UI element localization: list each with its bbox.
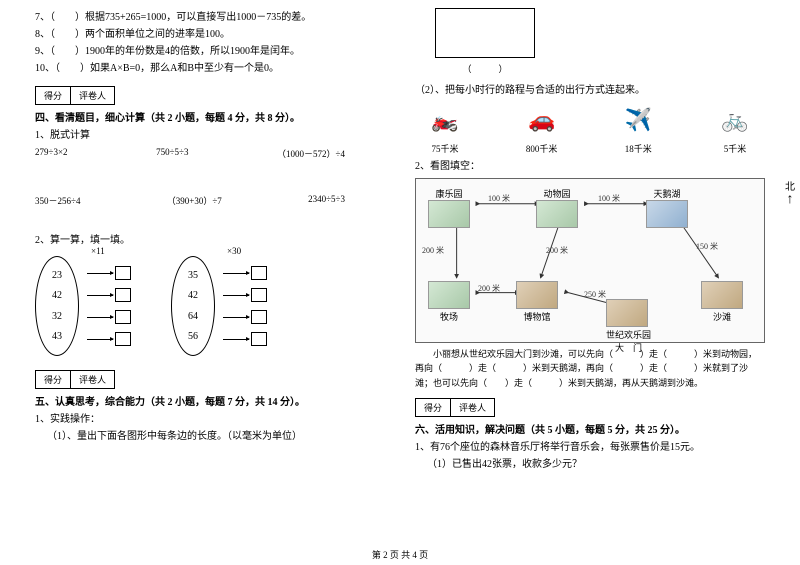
map-title: 2、看图填空： bbox=[415, 159, 765, 174]
q10: 10、（ ）如果A×B=0，那么A和B中至少有一个是0。 bbox=[35, 61, 385, 76]
map-fill-text: 小丽想从世纪欢乐园大门到沙滩，可以先向（ ）走（ ）米到动物园，再向（ ）走（ … bbox=[415, 347, 765, 390]
grader-label: 评卷人 bbox=[71, 87, 114, 104]
node-museum: 博物馆 bbox=[516, 281, 558, 323]
oval-group-1: ×11 23 42 32 43 bbox=[35, 256, 131, 356]
section-5-title: 五、认真思考，综合能力（共 2 小题，每题 7 分，共 14 分）。 bbox=[35, 397, 305, 408]
q9: 9、（ ）1900年的年份数是4的倍数，所以1900年是闰年。 bbox=[35, 44, 385, 59]
section-4-title: 四、看清题目，细心计算（共 2 小题，每题 4 分，共 8 分）。 bbox=[35, 113, 300, 124]
calc-1-2: 750÷5÷3 bbox=[156, 147, 188, 160]
oval-group-2: ×30 35 42 64 56 bbox=[171, 256, 267, 356]
dist-2[interactable]: 800千米 bbox=[512, 142, 572, 155]
oval-2: 35 42 64 56 bbox=[171, 256, 215, 356]
edge-1: 100 米 bbox=[488, 193, 510, 204]
score-label: 得分 bbox=[36, 371, 71, 388]
result-box[interactable] bbox=[251, 266, 267, 280]
ov1-v1: 23 bbox=[52, 270, 62, 281]
page-footer: 第 2 页 共 4 页 bbox=[0, 548, 800, 561]
result-box[interactable] bbox=[115, 310, 131, 324]
mult-label-2: ×30 bbox=[227, 246, 241, 256]
edge-7: 150 米 bbox=[696, 241, 718, 252]
score-box-5: 得分 评卷人 bbox=[35, 370, 115, 389]
oval-1: 23 42 32 43 bbox=[35, 256, 79, 356]
section-6-title: 六、活用知识，解决问题（共 5 小题，每题 5 分，共 25 分）。 bbox=[415, 425, 685, 436]
result-box[interactable] bbox=[251, 288, 267, 302]
bicycle-icon[interactable]: 🚲 bbox=[705, 104, 765, 136]
edge-6: 250 米 bbox=[584, 289, 606, 300]
edge-5: 200 米 bbox=[478, 283, 500, 294]
plane-icon[interactable]: ✈️ bbox=[608, 104, 668, 136]
q6-1: 1、有76个座位的森林音乐厅将举行音乐会，每张票售价是15元。 bbox=[415, 440, 765, 455]
ov1-v4: 43 bbox=[52, 331, 62, 342]
map-diagram: 康乐园 动物园 天鹅湖 牧场 博物馆 沙滩 世纪欢乐园 大 门 100 米 10… bbox=[415, 178, 765, 343]
score-box-6: 得分 评卷人 bbox=[415, 398, 495, 417]
calc-row-1: 279÷3×2 750÷5÷3 （1000－572）÷4 bbox=[35, 147, 385, 160]
result-box[interactable] bbox=[115, 332, 131, 346]
q7: 7、（ ）根据735+265=1000，可以直接写出1000－735的差。 bbox=[35, 10, 385, 25]
ov2-v4: 56 bbox=[188, 331, 198, 342]
grader-label: 评卷人 bbox=[451, 399, 494, 416]
calc-2-2: （390+30）÷7 bbox=[167, 194, 222, 207]
q6-1-1: （1）已售出42张票，收款多少元？ bbox=[415, 457, 765, 472]
calc-2-1: 350－256÷4 bbox=[35, 194, 80, 207]
node-gate: 世纪欢乐园 大 门 bbox=[606, 299, 651, 354]
calc-1-3: （1000－572）÷4 bbox=[277, 147, 345, 160]
mult-label-1: ×11 bbox=[91, 246, 105, 256]
result-box[interactable] bbox=[115, 288, 131, 302]
compass-north: 北 bbox=[785, 178, 795, 193]
calc-title: 1、脱式计算 bbox=[35, 128, 385, 143]
result-box[interactable] bbox=[251, 332, 267, 346]
score-box-4: 得分 评卷人 bbox=[35, 86, 115, 105]
result-box[interactable] bbox=[251, 310, 267, 324]
q-connect: （2）、把每小时行的路程与合适的出行方式连起来。 bbox=[415, 83, 765, 98]
edge-3: 200 米 bbox=[422, 245, 444, 256]
measure-paren: （ ） bbox=[435, 62, 535, 75]
q5-1: 1、实践操作： bbox=[35, 412, 385, 427]
ov1-v3: 32 bbox=[52, 311, 62, 322]
distance-row: 75千米 800千米 18千米 5千米 bbox=[415, 142, 765, 155]
car-icon[interactable]: 🚗 bbox=[512, 104, 572, 136]
q8: 8、（ ）两个面积单位之间的进率是100。 bbox=[35, 27, 385, 42]
q5-1-1: （1）、量出下面各图形中每条边的长度。（以毫米为单位） bbox=[35, 429, 385, 444]
calc-row-2: 350－256÷4 （390+30）÷7 2340÷5÷3 bbox=[35, 194, 385, 207]
ov2-v2: 42 bbox=[188, 290, 198, 301]
node-lake: 天鹅湖 bbox=[646, 187, 688, 229]
score-label: 得分 bbox=[36, 87, 71, 104]
edge-4: 200 米 bbox=[546, 245, 568, 256]
node-zoo: 动物园 bbox=[536, 187, 578, 229]
node-kangle: 康乐园 bbox=[428, 187, 470, 229]
calc-1-1: 279÷3×2 bbox=[35, 147, 68, 160]
motorcycle-icon[interactable]: 🏍️ bbox=[415, 104, 475, 136]
node-beach: 沙滩 bbox=[701, 281, 743, 323]
calc-2-3: 2340÷5÷3 bbox=[308, 194, 345, 207]
edge-2: 100 米 bbox=[598, 193, 620, 204]
dist-4[interactable]: 5千米 bbox=[705, 142, 765, 155]
calc2-title: 2、算一算，填一填。 bbox=[35, 233, 385, 248]
result-box[interactable] bbox=[115, 266, 131, 280]
ov1-v2: 42 bbox=[52, 290, 62, 301]
score-label: 得分 bbox=[416, 399, 451, 416]
compass: 北 ↑ bbox=[785, 178, 795, 207]
measure-rect bbox=[435, 8, 535, 58]
transport-row: 🏍️ 🚗 ✈️ 🚲 bbox=[415, 104, 765, 136]
compass-arrow-icon: ↑ bbox=[785, 193, 795, 207]
dist-1[interactable]: 75千米 bbox=[415, 142, 475, 155]
ov2-v1: 35 bbox=[188, 270, 198, 281]
dist-3[interactable]: 18千米 bbox=[608, 142, 668, 155]
grader-label: 评卷人 bbox=[71, 371, 114, 388]
ov2-v3: 64 bbox=[188, 311, 198, 322]
node-ranch: 牧场 bbox=[428, 281, 470, 323]
